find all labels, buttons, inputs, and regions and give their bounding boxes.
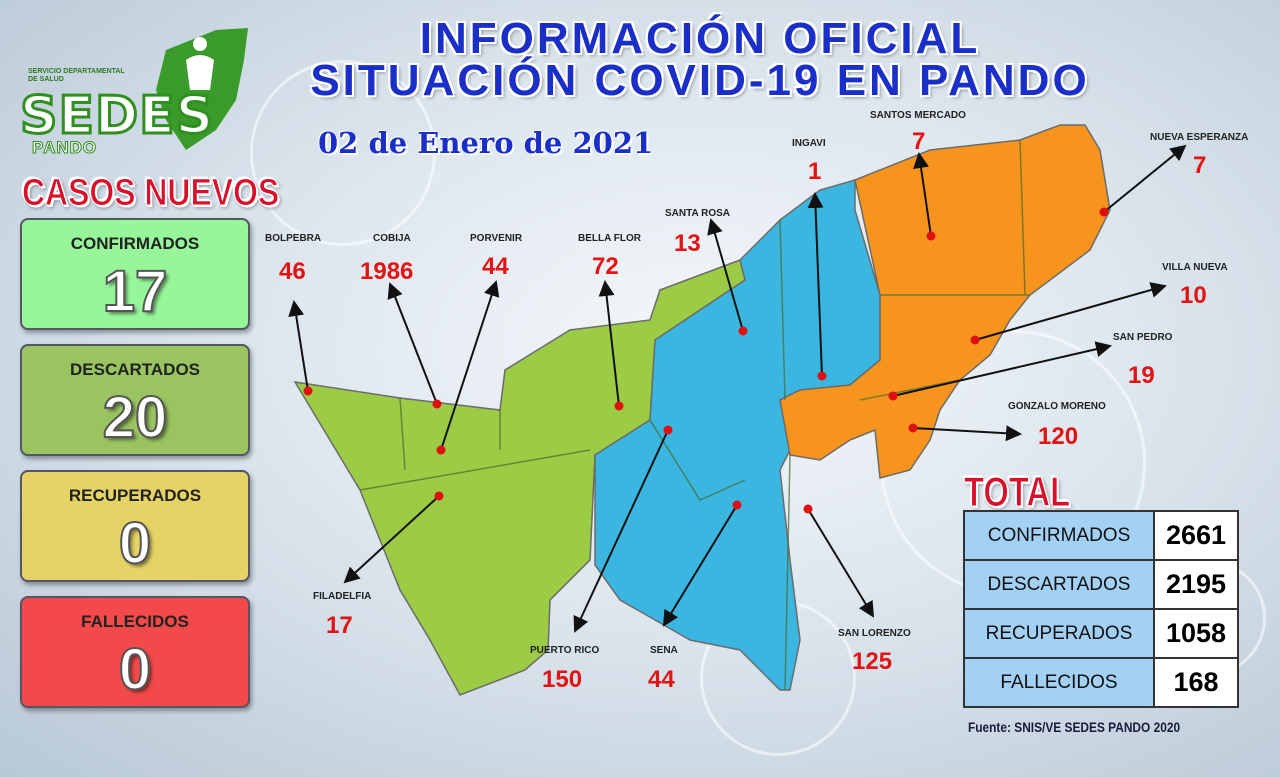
municipio-value-villa-nueva: 10 xyxy=(1180,282,1207,309)
card-label: RECUPERADOS xyxy=(68,486,202,505)
municipio-dot-sena xyxy=(732,500,742,510)
municipio-dot-bolpebra xyxy=(303,386,313,396)
card-value: 20 xyxy=(102,384,169,451)
municipio-name-ingavi: INGAVI xyxy=(792,138,826,149)
card-label: FALLECIDOS xyxy=(81,612,189,631)
municipio-name-san-lorenzo: SAN LORENZO xyxy=(838,628,911,639)
total-value: 1058 xyxy=(1153,608,1239,659)
municipio-name-bolpebra: BOLPEBRA xyxy=(265,233,322,244)
municipio-dot-santa-rosa xyxy=(738,326,748,336)
municipio-value-bella-flor: 72 xyxy=(592,253,619,280)
municipio-value-santa-rosa: 13 xyxy=(674,230,701,257)
logo-sub: PANDO xyxy=(31,138,98,158)
pando-silhouette-icon xyxy=(156,28,248,150)
municipio-value-gonzalo-moreno: 120 xyxy=(1038,423,1079,450)
card-value: 17 xyxy=(102,258,169,325)
logo-org: SERVICIO DEPARTAMENTAL DE SALUD xyxy=(28,68,125,83)
municipio-name-san-pedro: SAN PEDRO xyxy=(1113,332,1173,343)
municipio-dot-villa-nueva xyxy=(970,335,980,345)
municipio-value-san-lorenzo: 125 xyxy=(852,648,893,675)
total-acumulado-table: CONFIRMADOS 2661 DESCARTADOS 2195 RECUPE… xyxy=(963,510,1239,708)
total-value: 2661 xyxy=(1153,510,1239,561)
title-line-2: SITUACIÓN COVID-19 EN PANDO xyxy=(310,56,1090,105)
municipio-dot-nueva-esperanza xyxy=(1099,207,1109,217)
report-date: 02 de Enero de 2021 xyxy=(318,126,654,160)
total-label: RECUPERADOS xyxy=(963,608,1155,659)
callout-arrows xyxy=(288,144,1187,633)
card-label: DESCARTADOS xyxy=(69,360,201,379)
total-label: CONFIRMADOS xyxy=(963,510,1155,561)
table-row: CONFIRMADOS 2661 xyxy=(963,510,1239,561)
municipio-name-puerto-rico: PUERTO RICO xyxy=(530,645,600,656)
source-note: Fuente: SNIS/VE SEDES PANDO 2020 xyxy=(968,719,1181,735)
municipio-dot-cobija xyxy=(432,399,442,409)
municipio-name-porvenir: PORVENIR xyxy=(470,233,523,244)
card-fallecidos: FALLECIDOS 0 xyxy=(20,596,250,708)
municipio-value-cobija: 1986 xyxy=(360,258,414,285)
card-recuperados: RECUPERADOS 0 xyxy=(20,470,250,582)
municipio-name-villa-nueva: VILLA NUEVA xyxy=(1162,262,1228,273)
municipio-dot-bella-flor xyxy=(614,401,624,411)
casos-nuevos-title: CASOS NUEVOS xyxy=(22,172,280,215)
sedes-logo: SERVICIO DEPARTAMENTAL DE SALUD SEDES PA… xyxy=(16,20,256,170)
municipio-dot-san-pedro xyxy=(888,391,898,401)
municipio-dot-ingavi xyxy=(817,371,827,381)
region-blue xyxy=(594,179,881,691)
title-line-1: INFORMACIÓN OFICIAL xyxy=(419,14,981,63)
municipio-name-gonzalo-moreno: GONZALO MORENO xyxy=(1008,401,1106,412)
municipio-value-nueva-esperanza: 7 xyxy=(1193,152,1207,179)
table-row: RECUPERADOS 1058 xyxy=(963,608,1239,659)
municipio-value-bolpebra: 46 xyxy=(279,258,306,285)
table-row: FALLECIDOS 168 xyxy=(963,657,1239,708)
municipio-name-santos-mercado: SANTOS MERCADO xyxy=(870,110,966,121)
municipio-value-santos-mercado: 7 xyxy=(912,128,926,155)
municipio-name-sena: SENA xyxy=(650,645,678,656)
total-value: 168 xyxy=(1153,657,1239,708)
municipio-value-san-pedro: 19 xyxy=(1128,362,1155,389)
total-value: 2195 xyxy=(1153,559,1239,610)
card-label: CONFIRMADOS xyxy=(70,234,200,253)
municipio-dots xyxy=(303,207,1109,514)
total-label: FALLECIDOS xyxy=(963,657,1155,708)
municipio-dot-filadelfia xyxy=(434,491,444,501)
logo-name: SEDES xyxy=(18,85,215,148)
card-value: 0 xyxy=(118,510,152,577)
municipio-dot-porvenir xyxy=(436,445,446,455)
virus-decoration xyxy=(250,60,436,246)
municipio-value-ingavi: 1 xyxy=(808,158,822,185)
municipio-value-sena: 44 xyxy=(648,666,675,693)
municipio-name-nueva-esperanza: NUEVA ESPERANZA xyxy=(1150,132,1249,143)
card-value: 0 xyxy=(118,636,152,703)
region-orange xyxy=(779,124,1111,479)
municipio-dot-santos-mercado xyxy=(926,231,936,241)
municipio-name-filadelfia: FILADELFIA xyxy=(313,591,372,602)
municipio-value-porvenir: 44 xyxy=(482,253,509,280)
card-descartados: DESCARTADOS 20 xyxy=(20,344,250,456)
municipio-borders xyxy=(359,139,1030,691)
table-row: DESCARTADOS 2195 xyxy=(963,559,1239,610)
municipio-name-cobija: COBIJA xyxy=(373,233,411,244)
municipio-value-filadelfia: 17 xyxy=(326,612,353,639)
municipio-dot-gonzalo-moreno xyxy=(908,423,918,433)
municipio-name-santa-rosa: SANTA ROSA xyxy=(665,208,730,219)
municipio-dot-puerto-rico xyxy=(663,425,673,435)
card-confirmados: CONFIRMADOS 17 xyxy=(20,218,250,330)
municipio-name-bella-flor: BELLA FLOR xyxy=(578,233,641,244)
municipio-dot-san-lorenzo xyxy=(803,504,813,514)
total-label: DESCARTADOS xyxy=(963,559,1155,610)
municipio-value-puerto-rico: 150 xyxy=(542,666,583,693)
